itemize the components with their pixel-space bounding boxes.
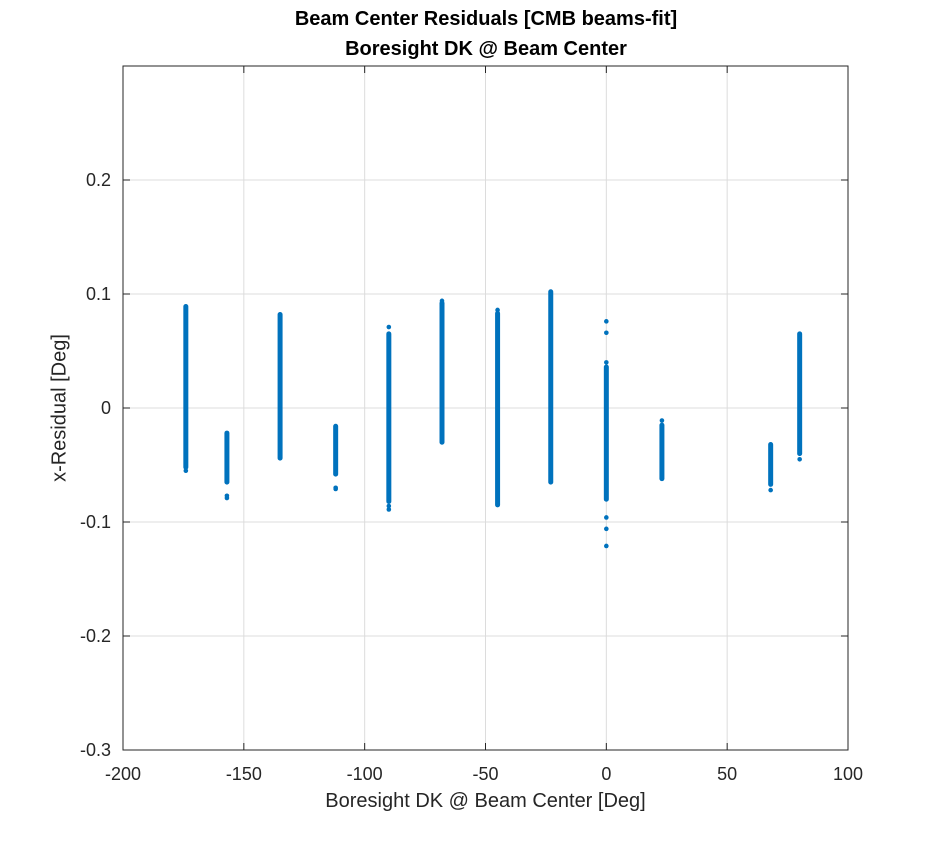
data-point — [333, 486, 338, 492]
data-point — [439, 298, 445, 304]
data-points — [183, 289, 803, 549]
data-point — [386, 503, 392, 509]
x-tick-labels: -200 -150 -100 -50 0 50 100 — [105, 764, 863, 784]
data-point — [604, 360, 609, 365]
x-tick-label: 100 — [833, 764, 863, 784]
data-point — [604, 330, 609, 336]
y-tick-label: 0.2 — [86, 170, 111, 190]
data-point — [604, 515, 609, 520]
y-axis-label: x-Residual [Deg] — [48, 334, 71, 482]
data-point — [604, 526, 609, 532]
y-tick-label: 0.1 — [86, 284, 111, 304]
y-tick-labels: -0.3 -0.2 -0.1 0 0.1 0.2 — [80, 170, 111, 760]
x-tick-label: -150 — [226, 764, 262, 784]
data-point — [659, 418, 665, 423]
data-point — [224, 495, 230, 501]
x-tick-label: -200 — [105, 764, 141, 784]
data-point — [797, 457, 802, 462]
data-point — [604, 543, 609, 549]
x-tick-label: -100 — [347, 764, 383, 784]
chart-title-line-1: Beam Center Residuals [CMB beams-fit] — [294, 8, 678, 30]
x-tick-label: -50 — [472, 764, 498, 784]
y-tick-label: -0.2 — [80, 626, 111, 646]
tick-marks — [122, 66, 849, 751]
x-tick-label: 50 — [717, 764, 737, 784]
data-point — [495, 307, 500, 313]
y-tick-label: -0.1 — [80, 512, 111, 532]
data-point — [768, 487, 773, 493]
y-tick-label: -0.3 — [80, 740, 111, 760]
data-point — [386, 324, 392, 330]
y-tick-label: 0 — [101, 398, 111, 418]
data-point — [183, 468, 189, 474]
chart-title-line-2: Boresight DK @ Beam Center — [345, 38, 627, 60]
x-tick-label: 0 — [601, 764, 611, 784]
data-point — [386, 507, 392, 512]
x-axis-label: Boresight DK @ Beam Center [Deg] — [325, 790, 646, 812]
data-point — [604, 319, 609, 324]
